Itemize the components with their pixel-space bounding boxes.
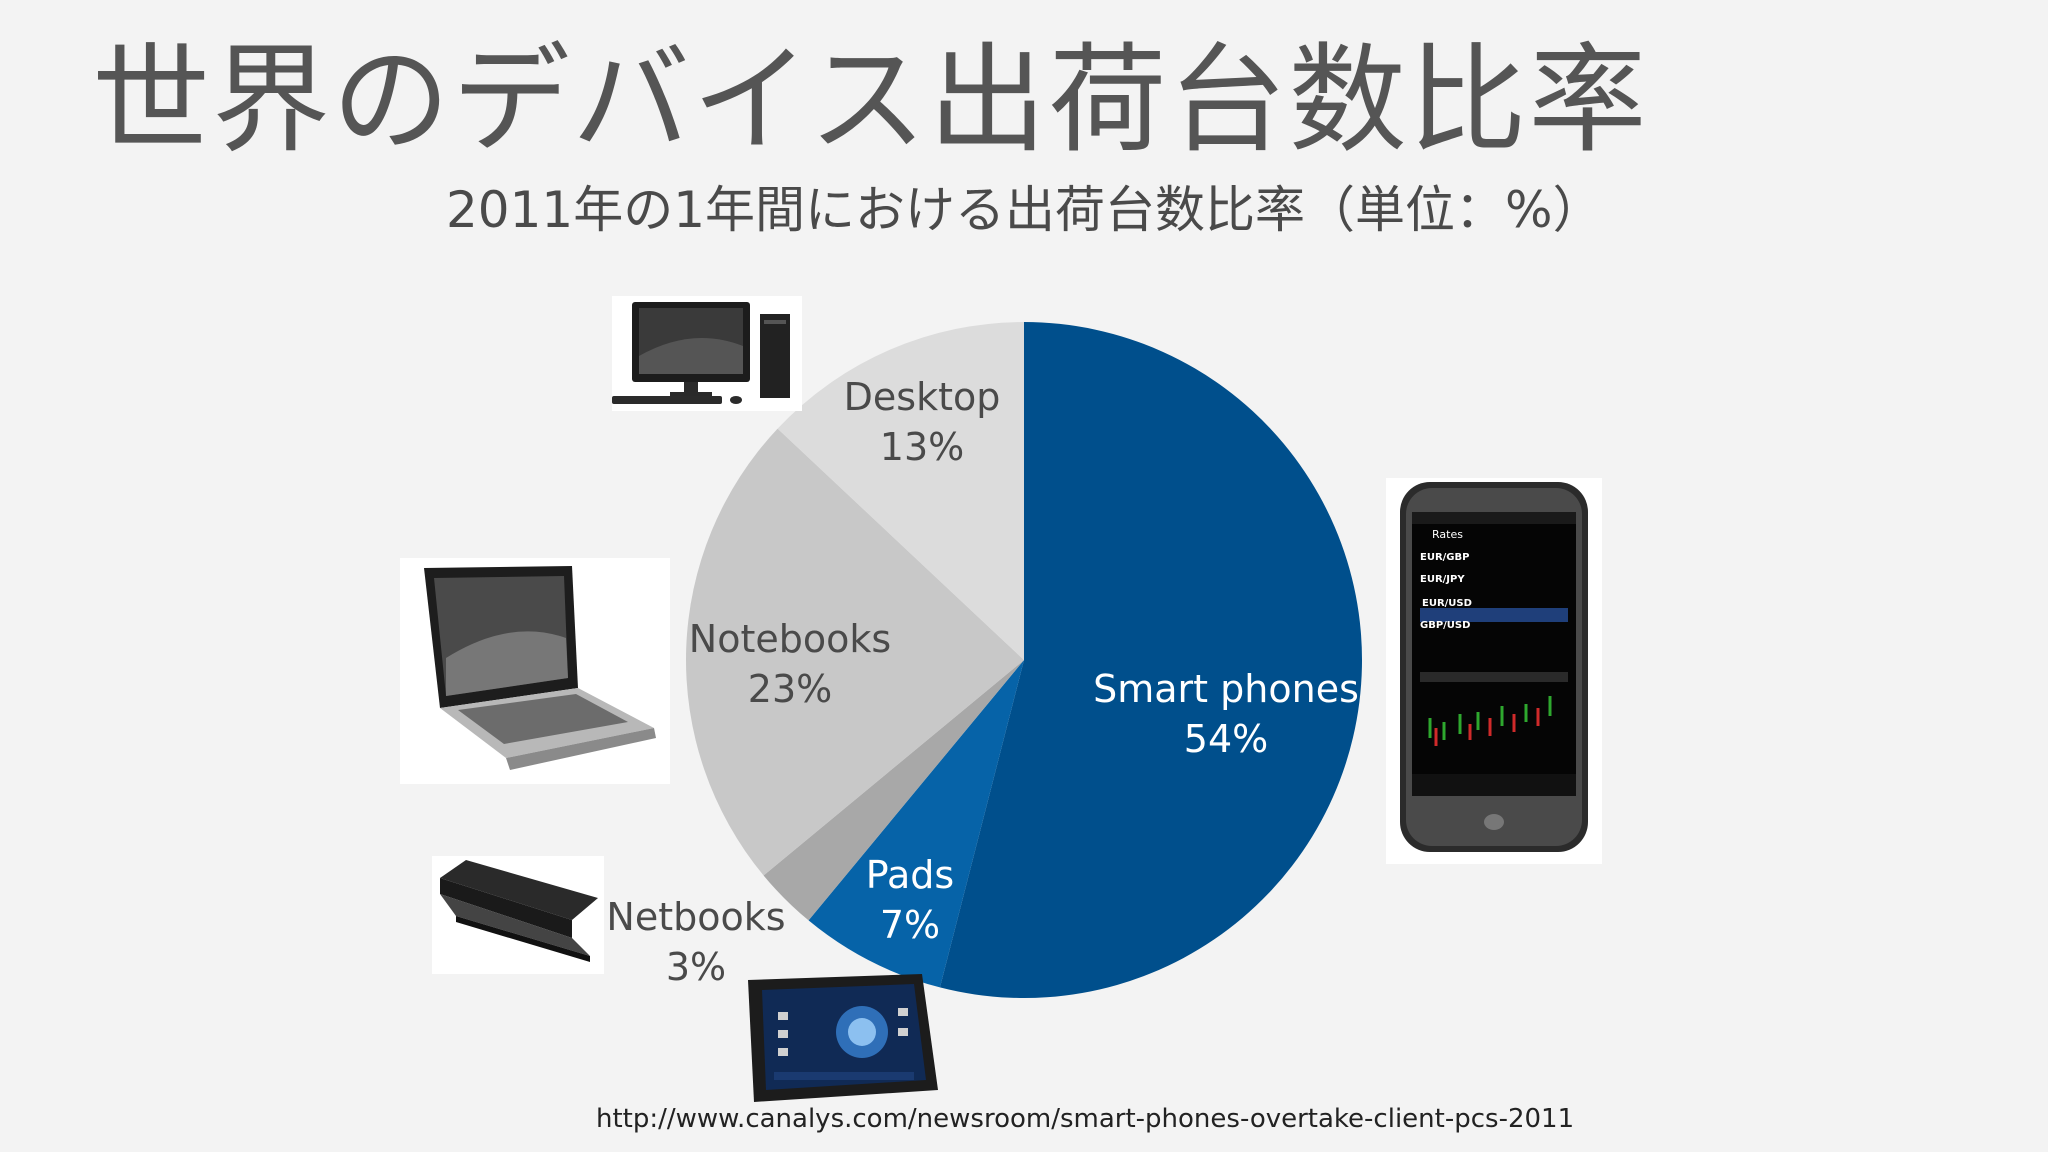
pie-label-category: Netbooks [606, 895, 785, 939]
pie-label-value: 3% [666, 945, 726, 989]
notebook-laptop-icon [400, 558, 670, 784]
desktop-computer-icon [612, 296, 802, 411]
pie-label-category: Notebooks [689, 617, 891, 661]
pie-label-value: 13% [880, 425, 964, 469]
pie-label-value: 23% [748, 667, 832, 711]
pie-slice-pads [808, 660, 1024, 988]
smartphone-device-icon: Rates EUR/GBP EUR/JPY EUR/USD GBP/USD [1386, 478, 1602, 864]
phone-rate-row: EUR/JPY [1420, 574, 1465, 585]
pie-slice-netbooks [763, 660, 1024, 921]
slide-title: 世界のデバイス出荷台数比率 [92, 31, 1649, 169]
phone-screen-header: Rates [1432, 528, 1463, 541]
pie-label-category: Desktop [844, 375, 1001, 419]
phone-rate-row: EUR/USD [1422, 598, 1472, 609]
tablet-device-icon [748, 974, 938, 1102]
netbook-icon [432, 856, 604, 974]
phone-rate-row: EUR/GBP [1420, 552, 1470, 563]
pie-label-value: 54% [1184, 717, 1268, 761]
pie-slice-notebooks [685, 428, 1024, 876]
pie-label-category: Pads [866, 853, 954, 897]
pie-label-category: Smart phones [1093, 667, 1359, 711]
pie-label-value: 7% [880, 903, 940, 947]
pie-slice-smart-phones [939, 322, 1363, 998]
source-url: http://www.canalys.com/newsroom/smart-ph… [596, 1104, 1575, 1134]
slide-subtitle: 2011年の1年間における出荷台数比率（単位：%） [446, 181, 1603, 239]
pie-slice-desktop [777, 322, 1024, 660]
phone-rate-row: GBP/USD [1420, 620, 1471, 631]
